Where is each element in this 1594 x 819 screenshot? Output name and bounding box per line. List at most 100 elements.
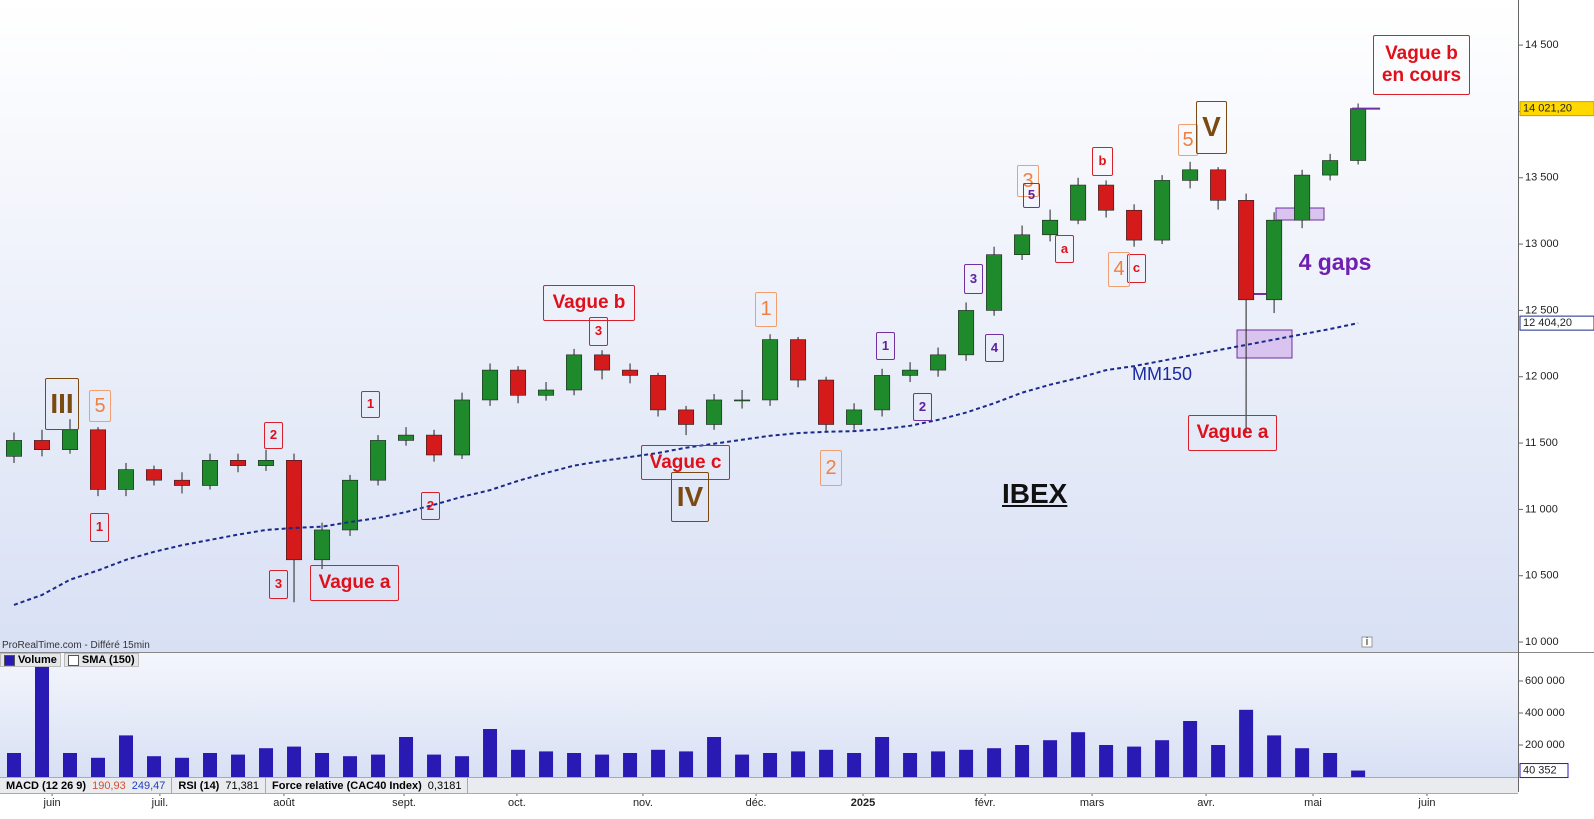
volume-bar <box>679 751 694 777</box>
volume-bar <box>819 749 834 777</box>
y-tick-label: 11 000 <box>1525 503 1558 515</box>
legend-item: SMA (150) <box>63 653 139 667</box>
candle-body <box>6 440 23 457</box>
candle-body <box>174 479 191 486</box>
x-tick-label: avr. <box>1197 797 1215 809</box>
y-tick-label: 11 500 <box>1525 437 1558 449</box>
candle-body <box>818 379 835 425</box>
candle-body <box>398 434 415 441</box>
annotation: 4 <box>1108 252 1130 287</box>
annotation: Vague a <box>1188 415 1277 451</box>
info-icon-text: i <box>1366 636 1368 648</box>
annotation: IV <box>671 472 709 522</box>
volume-bar <box>567 753 582 777</box>
volume-bar <box>259 748 274 777</box>
candle-body <box>482 369 499 401</box>
volume-bar <box>371 754 386 777</box>
chart-title: IBEX <box>1002 478 1068 509</box>
candle-body <box>1350 108 1367 161</box>
candle-body <box>986 254 1003 311</box>
volume-bar <box>35 665 50 777</box>
volume-bar <box>427 754 442 777</box>
indicator-bar: MACD (12 26 9) 190,93 249,47 RSI (14) 71,38… <box>0 777 1518 794</box>
last-price-box <box>1519 101 1594 117</box>
volume-bar <box>987 748 1002 777</box>
annotation: 2 <box>913 393 932 421</box>
candle-body <box>370 440 387 481</box>
legend-label: Volume <box>18 654 57 666</box>
indicator-name: Force relative (CAC40 Index) <box>272 779 422 792</box>
y-tick-label: 13 500 <box>1525 172 1559 184</box>
candle-body <box>1322 160 1339 176</box>
candle-body <box>762 339 779 401</box>
legend-label: SMA (150) <box>81 654 135 666</box>
annotation: V <box>1196 101 1227 154</box>
x-tick-label: juin <box>43 797 61 809</box>
volume-bar <box>1211 745 1226 777</box>
annotation: 2 <box>264 422 283 449</box>
annotation: Vague c <box>641 445 730 480</box>
volume-bar <box>1351 770 1366 777</box>
volume-bar <box>623 753 638 777</box>
candle-body <box>1126 209 1143 241</box>
x-tick-label: août <box>273 797 294 809</box>
volume-bar <box>1323 753 1338 777</box>
candle-body <box>538 389 555 396</box>
last-volume-label: 40 352 <box>1523 764 1557 776</box>
indicator-value: 249,47 <box>131 779 166 792</box>
legend-item: Volume <box>0 653 61 667</box>
volume-bar <box>483 729 498 777</box>
volume-bar <box>231 754 246 777</box>
y-tick-label: 400 000 <box>1525 707 1565 719</box>
indicator: Force relative (CAC40 Index) 0,3181 <box>266 778 469 793</box>
candle-body <box>1014 234 1031 255</box>
volume-bar <box>763 753 778 777</box>
x-tick-label: oct. <box>508 797 526 809</box>
last-volume-box <box>1519 763 1569 779</box>
annotation: 5 <box>89 390 111 422</box>
y-tick-label: 14 500 <box>1525 39 1559 51</box>
candle-body <box>1266 219 1283 301</box>
legend-swatch <box>4 654 15 666</box>
annotation: b <box>1092 147 1113 176</box>
volume-bar <box>1071 732 1086 777</box>
volume-bar <box>1155 740 1170 777</box>
candle-body <box>706 399 723 425</box>
candle-body <box>1210 169 1227 201</box>
annotation: 3 <box>1017 165 1039 197</box>
volume-bar <box>1239 709 1254 777</box>
candle-body <box>930 354 947 371</box>
annotation: 4 <box>985 334 1004 362</box>
indicator-name: MACD (12 26 9) <box>6 779 87 792</box>
candle-body <box>202 460 219 486</box>
volume-bar <box>1099 745 1114 777</box>
candle-body <box>734 399 751 402</box>
volume-bar <box>1043 740 1058 777</box>
indicator: MACD (12 26 9) 190,93 249,47 <box>0 778 173 793</box>
candle-body <box>1098 184 1115 211</box>
x-tick-label: déc. <box>746 797 767 809</box>
candle-body <box>1154 180 1171 241</box>
candle-body <box>1042 219 1059 236</box>
volume-bar <box>147 756 162 777</box>
x-tick-label: juil. <box>151 797 169 809</box>
volume-bar <box>91 757 106 777</box>
source-note: ProRealTime.com - Différé 15min <box>2 640 150 651</box>
x-tick-label: sept. <box>392 797 416 809</box>
legend-swatch <box>67 654 79 666</box>
volume-bar <box>287 746 302 777</box>
volume-bar <box>595 754 610 777</box>
volume-bar <box>1127 746 1142 777</box>
volume-bar <box>875 737 890 777</box>
y-tick-label: 10 000 <box>1525 636 1559 648</box>
volume-bar <box>119 735 134 777</box>
annotation: Vague a <box>310 565 399 601</box>
candle-body <box>1070 184 1087 221</box>
candle-body <box>622 369 639 376</box>
candle-body <box>62 429 79 450</box>
candle-body <box>678 409 695 425</box>
y-tick-label: 12 000 <box>1525 371 1559 383</box>
annotation: 1 <box>90 513 109 542</box>
